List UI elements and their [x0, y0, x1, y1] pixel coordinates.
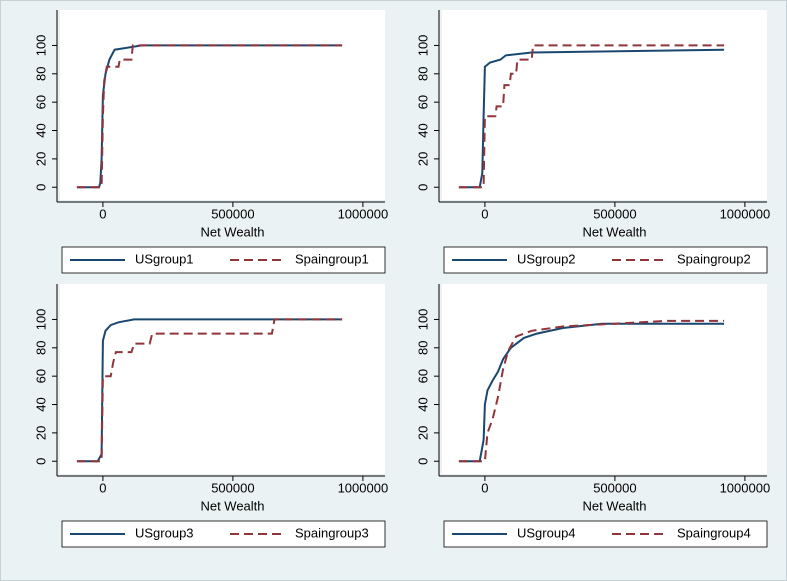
x-tick-label: 0 — [99, 480, 106, 495]
x-tick-label: 1000000 — [338, 480, 389, 495]
x-axis-label: Net Wealth — [582, 498, 646, 513]
series-line — [76, 318, 343, 463]
plot-area — [442, 10, 767, 200]
y-tick-label: 60 — [415, 369, 430, 383]
x-tick-label: 0 — [99, 206, 106, 221]
x-tick-label: 0 — [481, 480, 488, 495]
legend-label: Spaingroup1 — [295, 251, 369, 266]
x-tick-label: 500000 — [593, 480, 636, 495]
series-line — [458, 48, 725, 189]
y-tick-label: 100 — [33, 309, 48, 331]
panel: 0 20 40 60 80 100 0 500000 1000000 Net Wealth USgr… — [33, 10, 389, 274]
y-tick-label: 60 — [415, 95, 430, 109]
legend-label: Spaingroup3 — [295, 525, 369, 540]
y-tick-label: 0 — [415, 458, 430, 465]
x-tick-label: 1000000 — [338, 206, 389, 221]
y-tick-label: 40 — [33, 123, 48, 137]
x-axis-label: Net Wealth — [200, 224, 264, 239]
plot-area — [60, 284, 385, 474]
legend-label: USgroup1 — [135, 251, 194, 266]
legend-label: USgroup3 — [135, 525, 194, 540]
series-line — [458, 322, 725, 463]
legend-label: USgroup4 — [517, 525, 576, 540]
y-tick-label: 80 — [415, 67, 430, 81]
y-tick-label: 40 — [415, 397, 430, 411]
y-tick-label: 100 — [415, 309, 430, 331]
panel: 0 20 40 60 80 100 0 500000 1000000 Net Wealth USgr… — [415, 10, 771, 274]
series-line — [458, 319, 725, 463]
y-tick-label: 60 — [33, 369, 48, 383]
y-tick-label: 20 — [415, 426, 430, 440]
y-tick-label: 80 — [33, 67, 48, 81]
x-axis-label: Net Wealth — [200, 498, 264, 513]
y-tick-label: 100 — [415, 35, 430, 57]
panel: 0 20 40 60 80 100 0 500000 1000000 Net Wealth USgr… — [415, 284, 771, 548]
series-line — [76, 318, 343, 463]
series-line — [458, 44, 725, 189]
y-tick-label: 80 — [33, 341, 48, 355]
x-tick-label: 1000000 — [720, 206, 771, 221]
x-axis-label: Net Wealth — [582, 224, 646, 239]
y-tick-label: 100 — [33, 35, 48, 57]
y-tick-label: 0 — [415, 184, 430, 191]
x-tick-label: 500000 — [593, 206, 636, 221]
x-tick-label: 1000000 — [720, 480, 771, 495]
x-tick-label: 500000 — [211, 206, 254, 221]
legend-label: Spaingroup4 — [677, 525, 751, 540]
y-tick-label: 20 — [415, 152, 430, 166]
y-tick-label: 0 — [33, 458, 48, 465]
x-tick-label: 0 — [481, 206, 488, 221]
y-tick-label: 60 — [33, 95, 48, 109]
y-tick-label: 40 — [33, 397, 48, 411]
legend-label: USgroup2 — [517, 251, 576, 266]
series-line — [76, 44, 343, 189]
panel: 0 20 40 60 80 100 0 500000 1000000 Net Wealth USgr… — [33, 284, 389, 548]
y-tick-label: 20 — [33, 426, 48, 440]
x-tick-label: 500000 — [211, 480, 254, 495]
plot-area — [442, 284, 767, 474]
y-tick-label: 20 — [33, 152, 48, 166]
y-tick-label: 0 — [33, 184, 48, 191]
legend-label: Spaingroup2 — [677, 251, 751, 266]
plot-area — [60, 10, 385, 200]
y-tick-label: 40 — [415, 123, 430, 137]
y-tick-label: 80 — [415, 341, 430, 355]
